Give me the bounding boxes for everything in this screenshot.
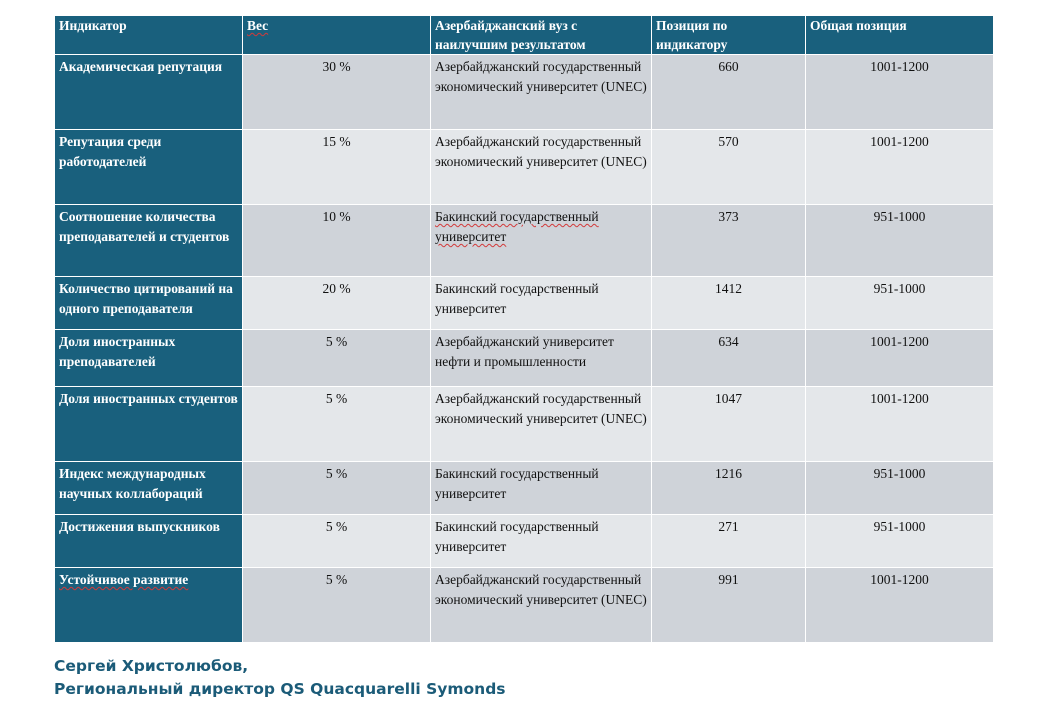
- header-weight-label: Вес: [247, 18, 269, 33]
- cell-position: 373: [651, 204, 806, 277]
- cell-overall: 951-1000: [805, 204, 994, 277]
- cell-indicator: Академическая репутация: [54, 54, 243, 130]
- cell-overall: 1001-1200: [805, 329, 994, 387]
- cell-indicator-text: Устойчивое развитие: [59, 572, 189, 587]
- author-name: Сергей Христолюбов,: [54, 657, 249, 675]
- cell-weight: 5 %: [242, 461, 431, 515]
- cell-university: Бакинский государственный университет: [430, 461, 652, 515]
- table-header-row: Индикатор Вес Азербайджанский вуз с наил…: [54, 15, 994, 55]
- cell-indicator: Достижения выпускников: [54, 514, 243, 568]
- cell-weight: 5 %: [242, 386, 431, 462]
- table-row: Академическая репутация 30 % Азербайджан…: [54, 54, 994, 130]
- cell-weight: 5 %: [242, 567, 431, 643]
- table-row: Достижения выпускников 5 % Бакинский гос…: [54, 514, 994, 568]
- cell-university: Азербайджанский государственный экономич…: [430, 567, 652, 643]
- cell-overall: 1001-1200: [805, 54, 994, 130]
- cell-university: Бакинский государственный университет: [430, 514, 652, 568]
- table-row: Индекс международных научных коллабораци…: [54, 461, 994, 515]
- cell-weight: 5 %: [242, 329, 431, 387]
- cell-weight: 15 %: [242, 129, 431, 205]
- cell-weight: 10 %: [242, 204, 431, 277]
- cell-position: 1216: [651, 461, 806, 515]
- author-title: Региональный директор QS Quacquarelli Sy…: [54, 680, 506, 698]
- header-indicator: Индикатор: [54, 15, 243, 55]
- table-row: Доля иностранных студентов 5 % Азербайдж…: [54, 386, 994, 462]
- cell-overall: 1001-1200: [805, 386, 994, 462]
- cell-position: 271: [651, 514, 806, 568]
- cell-university: Азербайджанский государственный экономич…: [430, 386, 652, 462]
- cell-university: Азербайджанский университет нефти и пром…: [430, 329, 652, 387]
- cell-university: Бакинский государственный университет: [430, 276, 652, 330]
- cell-university: Азербайджанский государственный экономич…: [430, 129, 652, 205]
- header-weight: Вес: [242, 15, 431, 55]
- cell-university: Бакинский государственный университет: [430, 204, 652, 277]
- cell-overall: 951-1000: [805, 514, 994, 568]
- cell-weight: 30 %: [242, 54, 431, 130]
- table-row: Устойчивое развитие 5 % Азербайджанский …: [54, 567, 994, 643]
- cell-indicator: Доля иностранных студентов: [54, 386, 243, 462]
- rankings-table: Индикатор Вес Азербайджанский вуз с наил…: [54, 15, 994, 643]
- cell-indicator: Репутация среди работодателей: [54, 129, 243, 205]
- table-row: Репутация среди работодателей 15 % Азерб…: [54, 129, 994, 205]
- cell-position: 660: [651, 54, 806, 130]
- cell-position: 634: [651, 329, 806, 387]
- cell-weight: 5 %: [242, 514, 431, 568]
- cell-university-text: Бакинский государственный университет: [435, 209, 599, 244]
- header-best-university: Азербайджанский вуз с наилучшим результа…: [430, 15, 652, 55]
- cell-indicator: Устойчивое развитие: [54, 567, 243, 643]
- header-overall-position: Общая позиция: [805, 15, 994, 55]
- cell-weight: 20 %: [242, 276, 431, 330]
- cell-overall: 951-1000: [805, 461, 994, 515]
- table-row: Соотношение количества преподавателей и …: [54, 204, 994, 277]
- table-row: Доля иностранных преподавателей 5 % Азер…: [54, 329, 994, 387]
- table-row: Количество цитирований на одного препода…: [54, 276, 994, 330]
- author-caption: Сергей Христолюбов, Региональный директо…: [54, 655, 506, 701]
- cell-overall: 951-1000: [805, 276, 994, 330]
- cell-indicator: Соотношение количества преподавателей и …: [54, 204, 243, 277]
- header-indicator-position: Позиция по индикатору: [651, 15, 806, 55]
- cell-indicator: Количество цитирований на одного препода…: [54, 276, 243, 330]
- cell-position: 1412: [651, 276, 806, 330]
- cell-position: 570: [651, 129, 806, 205]
- cell-position: 1047: [651, 386, 806, 462]
- cell-overall: 1001-1200: [805, 567, 994, 643]
- cell-university: Азербайджанский государственный экономич…: [430, 54, 652, 130]
- cell-indicator: Доля иностранных преподавателей: [54, 329, 243, 387]
- cell-position: 991: [651, 567, 806, 643]
- cell-indicator: Индекс международных научных коллабораци…: [54, 461, 243, 515]
- cell-overall: 1001-1200: [805, 129, 994, 205]
